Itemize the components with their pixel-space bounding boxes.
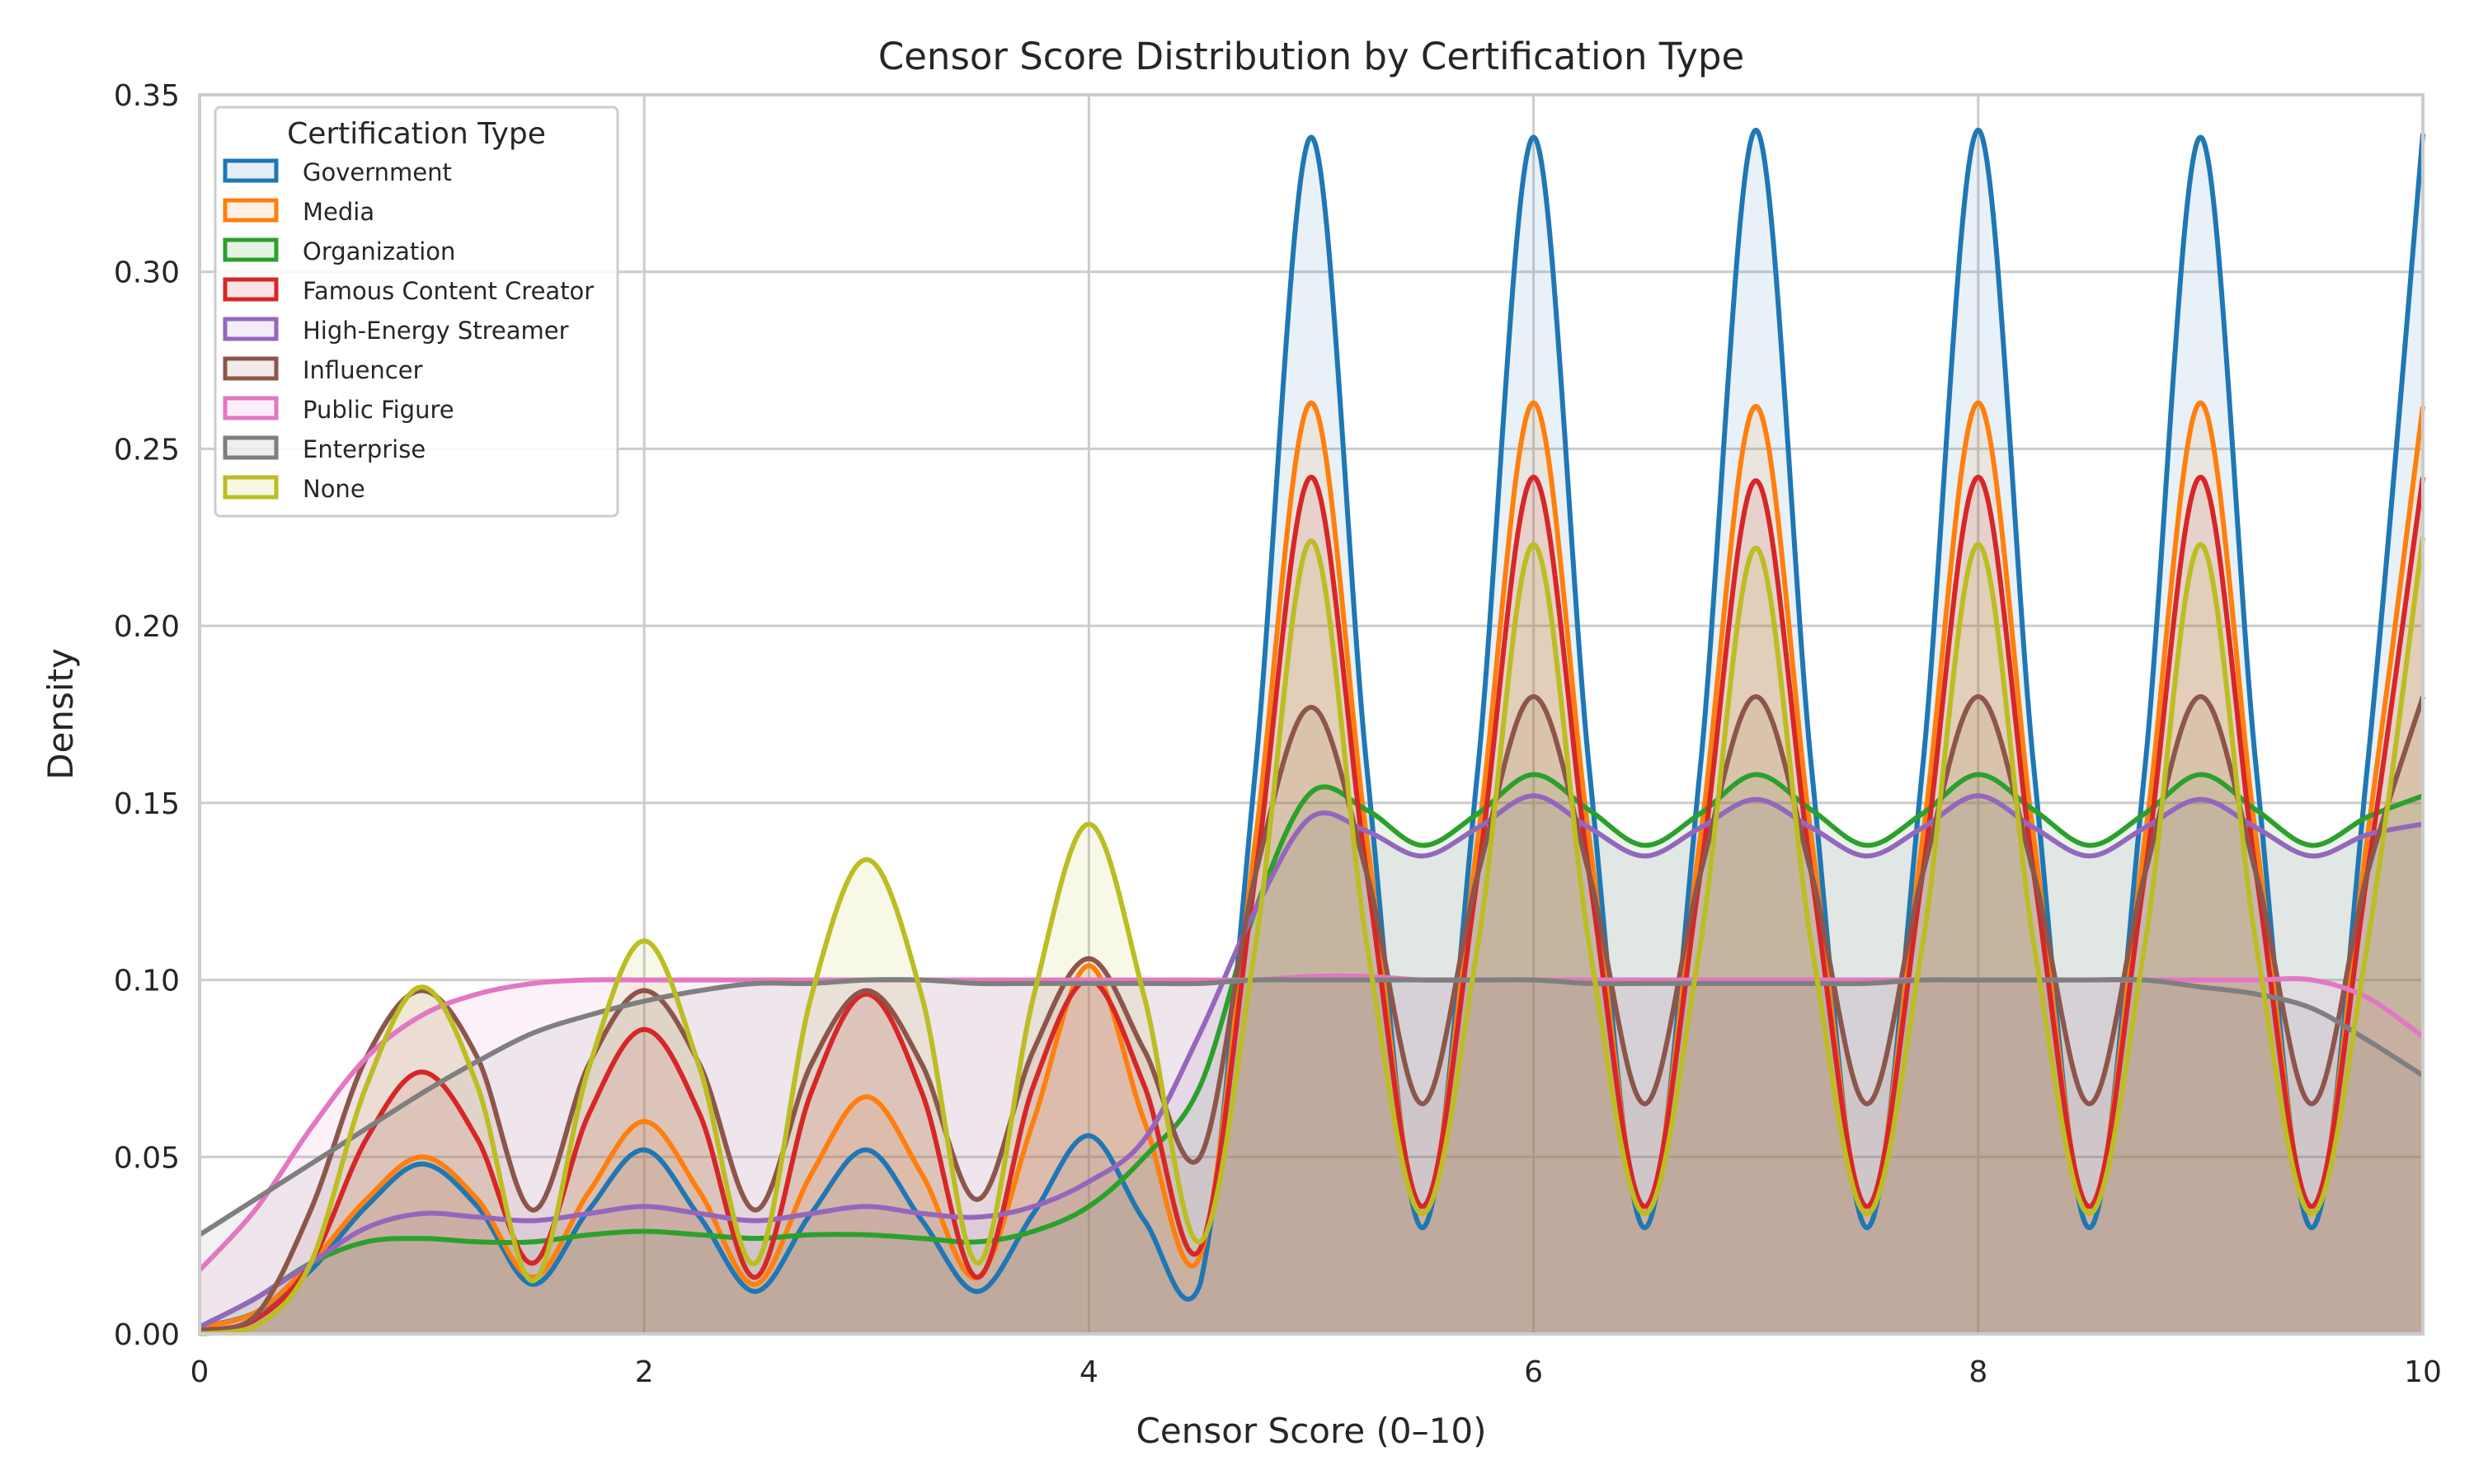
x-tick-label: 2 — [635, 1355, 654, 1389]
legend-title: Certification Type — [287, 117, 546, 151]
area-media — [200, 402, 2423, 1335]
series-lines — [197, 127, 2425, 1336]
y-tick-label: 0.25 — [114, 433, 180, 467]
plot-frame — [198, 93, 2425, 1336]
legend-swatch-none — [223, 475, 279, 500]
line-government — [199, 127, 2425, 1330]
legend-swatch-media — [223, 198, 279, 223]
y-tick-label: 0.15 — [114, 787, 180, 821]
x-tick-labels: 0 2 4 6 8 10 — [190, 1355, 2442, 1389]
x-axis-label: Censor Score (0–10) — [1136, 1411, 1487, 1451]
legend-label-influencer: Influencer — [303, 356, 423, 384]
area-government — [200, 129, 2423, 1334]
legend-swatch-influencer — [223, 356, 279, 381]
area-organization — [200, 774, 2423, 1334]
x-tick-label: 10 — [2404, 1355, 2442, 1389]
y-tick-label: 0.00 — [114, 1318, 180, 1352]
legend-swatch-government — [223, 158, 279, 183]
x-tick-label: 0 — [190, 1355, 209, 1389]
line-enterprise — [198, 976, 2425, 1237]
y-tick-label: 0.05 — [114, 1141, 180, 1175]
line-organization — [198, 772, 2425, 1330]
line-high-energy-streamer — [198, 793, 2424, 1330]
legend-items: Government Media Organization Famous Conten… — [223, 158, 594, 503]
chart-title: Censor Score Distribution by Certificati… — [878, 35, 1744, 78]
area-enterprise — [200, 979, 2423, 1334]
area-none — [200, 537, 2423, 1334]
y-axis-label: Density — [40, 648, 81, 780]
y-tick-label: 0.10 — [114, 965, 180, 998]
y-tick-label: 0.30 — [114, 256, 180, 290]
legend: Certification Type Government Media Organi… — [214, 106, 619, 518]
y-tick-label: 0.35 — [114, 79, 180, 113]
area-famous-content-creator — [200, 477, 2423, 1334]
legend-label-organization: Organization — [303, 237, 455, 265]
line-influencer — [199, 694, 2425, 1333]
legend-box — [214, 106, 619, 518]
x-tick-label: 6 — [1524, 1355, 1543, 1389]
x-tick-label: 8 — [1968, 1355, 1987, 1389]
legend-label-public-figure: Public Figure — [303, 396, 454, 424]
legend-swatch-high-energy-streamer — [223, 317, 279, 341]
legend-label-high-energy-streamer: High-Energy Streamer — [303, 317, 569, 345]
area-public-figure — [200, 975, 2423, 1334]
legend-swatch-organization — [223, 237, 279, 262]
legend-label-famous-content-creator: Famous Content Creator — [303, 277, 594, 305]
y-tick-label: 0.20 — [114, 610, 180, 644]
area-influencer — [200, 697, 2423, 1334]
series-areas — [200, 129, 2423, 1335]
line-none — [199, 537, 2425, 1336]
legend-label-government: Government — [303, 158, 452, 186]
x-tick-label: 4 — [1079, 1355, 1098, 1389]
legend-swatch-public-figure — [223, 396, 279, 420]
legend-label-enterprise: Enterprise — [303, 435, 426, 463]
legend-swatch-famous-content-creator — [223, 277, 279, 302]
area-high-energy-streamer — [200, 796, 2423, 1334]
legend-label-none: None — [303, 475, 365, 503]
y-tick-labels: 0.00 0.05 0.10 0.15 0.20 0.25 0.30 0.35 — [114, 79, 180, 1352]
legend-swatch-enterprise — [223, 435, 279, 460]
legend-label-media: Media — [303, 198, 374, 226]
